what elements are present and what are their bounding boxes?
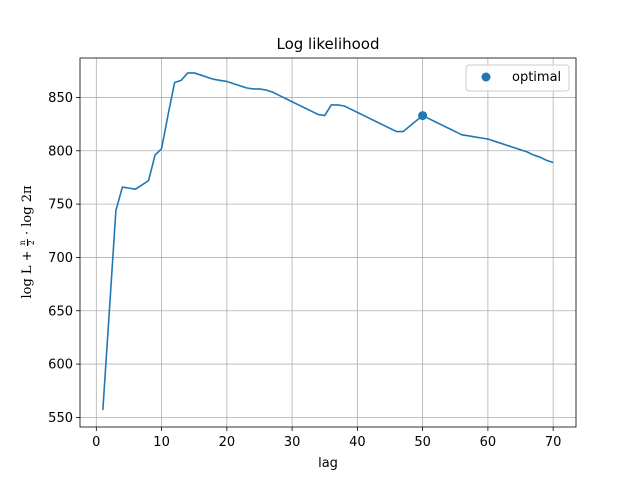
x-tick-label: 20	[219, 435, 236, 450]
x-tick-label: 50	[414, 435, 431, 450]
legend-marker-optimal	[481, 72, 491, 82]
legend: optimal	[465, 64, 570, 92]
grid-lines	[80, 58, 576, 427]
plot-frame	[79, 57, 577, 428]
y-tick-label: 850	[48, 91, 73, 106]
y-tick-label: 650	[48, 304, 73, 319]
legend-label-optimal: optimal	[512, 70, 561, 85]
x-tick-label: 70	[545, 435, 562, 450]
y-axis-label-suffix: · log 2π	[20, 185, 35, 240]
y-axis-label-prefix: log L +	[20, 246, 35, 299]
y-tick-label: 700	[48, 251, 73, 266]
x-axis-ticks: 0 10 20 30 40 50 60 70	[92, 427, 561, 450]
x-tick-label: 10	[153, 435, 170, 450]
likelihood-series-line	[102, 72, 554, 410]
y-tick-label: 750	[48, 198, 73, 213]
series-line-layer	[102, 72, 554, 410]
y-tick-label: 800	[48, 144, 73, 159]
y-axis-ticks: 550 600 650 700 750 800 850	[48, 91, 80, 426]
x-tick-label: 60	[480, 435, 497, 450]
y-axis-label-frac-den: 2	[27, 240, 36, 246]
optimal-point	[418, 111, 428, 121]
x-axis-label: lag	[318, 456, 338, 471]
chart-title: Log likelihood	[277, 35, 380, 53]
x-tick-label: 40	[349, 435, 366, 450]
legend-box	[465, 64, 570, 92]
x-tick-label: 30	[284, 435, 301, 450]
y-tick-label: 600	[48, 358, 73, 373]
y-tick-label: 550	[48, 411, 73, 426]
optimal-point-layer	[418, 111, 428, 121]
x-tick-label: 0	[92, 435, 100, 450]
